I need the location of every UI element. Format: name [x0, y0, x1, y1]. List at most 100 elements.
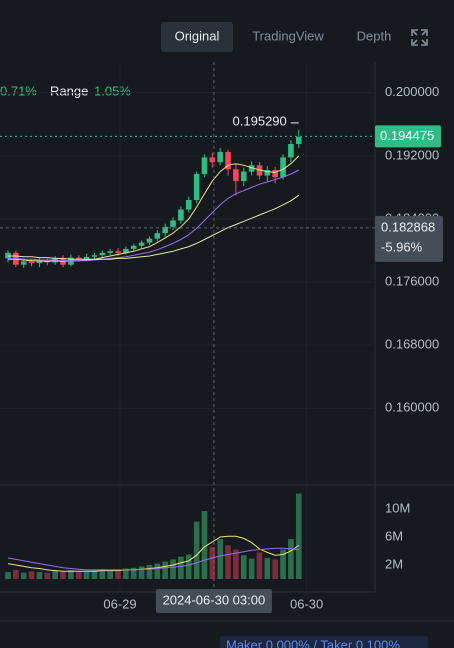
moving-average-line	[8, 194, 300, 260]
candle-body	[20, 261, 27, 265]
candle-body	[248, 165, 255, 172]
tab[interactable]: TradingView	[252, 28, 324, 43]
volume-bar	[233, 549, 239, 579]
candle-body	[201, 157, 208, 174]
volume-bar	[217, 539, 223, 579]
y-tick-label: 10M	[385, 500, 410, 515]
last-price-label: 0.194475	[380, 128, 434, 143]
candle-body	[185, 200, 192, 210]
crosshair-time-badge	[155, 589, 272, 613]
candle-body	[107, 251, 113, 253]
volume-bar	[162, 561, 168, 579]
volume-average-line	[7, 547, 299, 571]
y-tick-label: 0.192000	[385, 147, 439, 162]
candle-body	[225, 151, 231, 170]
candle-body	[91, 255, 98, 257]
y-tick-label: 6M	[385, 528, 403, 543]
volume-bar	[209, 546, 216, 579]
candle-body	[264, 170, 271, 176]
icon-path	[411, 29, 428, 46]
volume-bar	[170, 559, 176, 579]
volume-bar	[91, 570, 98, 579]
volume-bar	[115, 570, 121, 579]
candle-body	[36, 259, 43, 264]
volume-bar	[13, 569, 19, 579]
x-tick-label: 06-29	[103, 596, 136, 611]
tab[interactable]: Original	[175, 28, 220, 43]
candle-body	[272, 170, 278, 178]
moving-average-line	[8, 155, 300, 263]
volume-bar	[248, 558, 255, 579]
volume-bar	[123, 568, 129, 579]
range-value: 1.05%	[94, 83, 131, 98]
volume-bar	[288, 539, 294, 579]
crosshair-change: -5.96%	[381, 239, 423, 254]
volume-bar	[225, 545, 231, 579]
volume-bar	[138, 566, 145, 579]
volume-bar	[83, 571, 90, 579]
high-marker-label: 0.195290	[233, 113, 287, 128]
candle-body	[295, 136, 302, 145]
candle-body	[280, 157, 286, 178]
volume-bar	[60, 571, 66, 579]
fullscreen-icon[interactable]	[411, 29, 428, 46]
candle-body	[130, 245, 137, 249]
fee-badge	[220, 636, 428, 648]
volume-bar	[75, 571, 82, 579]
candle-body	[193, 173, 200, 201]
candle-body	[162, 226, 168, 234]
candle-body	[233, 169, 239, 182]
overlay-layer: 0.194475 0.195290 0.182868 -5.96% 2024-06-30…	[0, 62, 443, 613]
plot-layer: 0.1600000.1680000.1760000.1840000.192000…	[0, 62, 439, 611]
fee-text: Maker 0.000% / Taker 0.100%	[226, 637, 400, 648]
active-tab-background	[161, 22, 233, 52]
volume-bar	[201, 511, 208, 579]
volume-bar	[28, 571, 35, 579]
candle-body	[115, 251, 121, 253]
moving-average-line	[8, 169, 300, 262]
volume-average-line	[7, 535, 300, 572]
candle-body	[28, 261, 35, 264]
candle-body	[240, 171, 247, 182]
candle-body	[123, 248, 129, 253]
candle-body	[99, 252, 106, 256]
volume-bar	[272, 559, 278, 579]
volume-bar	[185, 554, 192, 579]
y-tick-label: 0.160000	[385, 400, 439, 415]
change-value: 0.71%	[0, 83, 37, 98]
volume-bar	[44, 572, 51, 579]
last-price-badge	[375, 125, 441, 148]
volume-bar	[264, 557, 271, 579]
x-tick-label: 06-30	[290, 596, 323, 611]
volume-bar	[36, 571, 43, 579]
volume-bar	[130, 567, 137, 579]
volume-bar	[295, 493, 302, 579]
crosshair-price: 0.182868	[381, 219, 435, 234]
icon-path	[412, 30, 427, 45]
volume-bar	[256, 552, 263, 579]
candle-body	[288, 144, 294, 158]
volume-bar	[99, 569, 106, 579]
candle-body	[170, 220, 176, 227]
crosshair-time: 2024-06-30 03:00	[163, 592, 266, 607]
volume-bar	[193, 521, 200, 579]
candle-body	[154, 233, 161, 239]
range-label: Range	[50, 83, 88, 98]
volume-bar	[20, 572, 27, 579]
candle-body	[217, 151, 223, 163]
y-tick-label: 2M	[385, 556, 403, 571]
volume-bar	[5, 571, 11, 579]
volume-bar	[240, 555, 247, 579]
volume-bar	[280, 549, 286, 579]
tab[interactable]: Depth	[357, 28, 392, 43]
volume-bar	[52, 570, 58, 579]
y-tick-label: 0.168000	[385, 337, 439, 352]
candle-body	[209, 157, 216, 163]
crosshair-price-badge	[375, 215, 443, 262]
candle-body	[83, 256, 90, 260]
volume-bar	[154, 563, 161, 579]
candle-body	[178, 209, 184, 221]
